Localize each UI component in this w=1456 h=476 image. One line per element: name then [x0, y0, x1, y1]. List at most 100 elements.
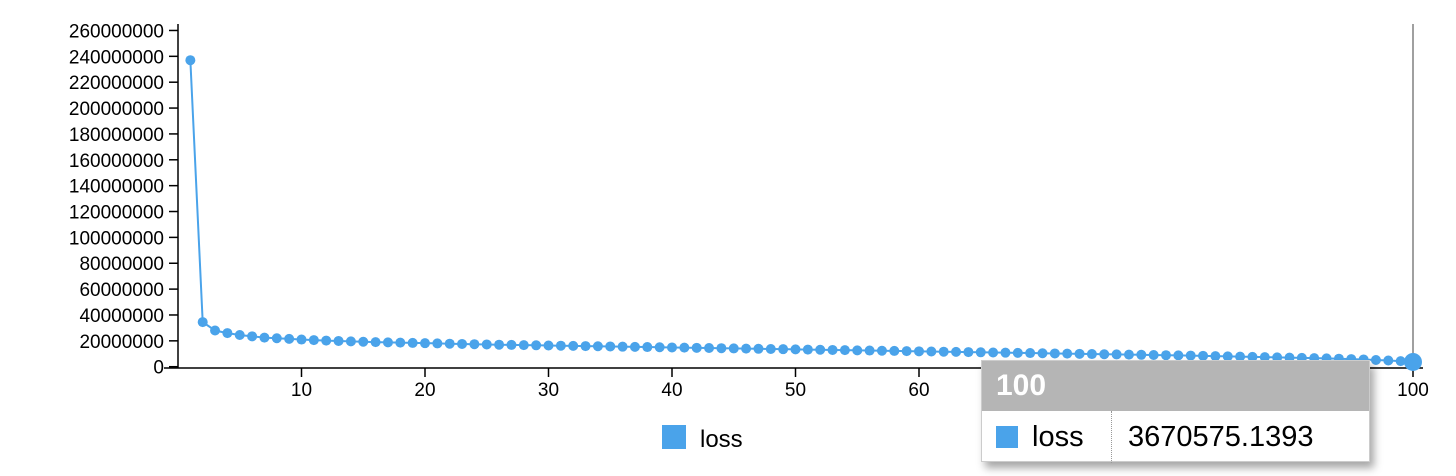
data-point[interactable]	[259, 332, 270, 343]
data-point[interactable]	[345, 336, 356, 347]
data-point[interactable]	[580, 341, 591, 352]
data-point[interactable]	[1161, 350, 1171, 361]
data-point[interactable]	[654, 342, 665, 353]
data-point[interactable]	[1383, 355, 1394, 366]
data-point[interactable]	[185, 55, 196, 66]
legend-swatch-loss[interactable]	[662, 425, 686, 449]
data-point[interactable]	[889, 345, 900, 356]
data-point[interactable]	[395, 337, 406, 348]
data-point[interactable]	[506, 339, 517, 350]
data-point[interactable]	[765, 343, 776, 354]
data-point[interactable]	[963, 347, 974, 358]
data-point[interactable]	[926, 346, 937, 357]
y-axis: 0 20000000 40000000 60000000 80000000 1000000…	[69, 21, 179, 379]
data-point[interactable]	[358, 336, 369, 347]
data-point[interactable]	[741, 343, 752, 354]
data-point[interactable]	[1185, 350, 1196, 361]
data-point[interactable]	[518, 340, 529, 351]
data-point[interactable]	[370, 337, 381, 348]
data-point[interactable]	[753, 343, 764, 354]
data-point[interactable]	[876, 345, 887, 356]
data-point[interactable]	[988, 347, 999, 358]
y-tick-label: 40000000	[79, 306, 164, 327]
data-point[interactable]	[222, 328, 233, 339]
data-point[interactable]	[1247, 351, 1258, 362]
data-point[interactable]	[1173, 350, 1184, 361]
data-point[interactable]	[839, 345, 850, 356]
data-point[interactable]	[1123, 349, 1134, 360]
data-point[interactable]	[481, 339, 492, 350]
data-point[interactable]	[1272, 352, 1283, 363]
data-point[interactable]	[605, 341, 616, 352]
data-point[interactable]	[321, 335, 332, 346]
data-point[interactable]	[333, 335, 344, 346]
data-point[interactable]	[271, 333, 282, 344]
data-point[interactable]	[1210, 351, 1221, 362]
data-point[interactable]	[1395, 356, 1406, 367]
data-point[interactable]	[914, 346, 924, 357]
data-point[interactable]	[1235, 351, 1246, 362]
data-point[interactable]	[494, 339, 505, 350]
data-point[interactable]	[716, 343, 727, 354]
data-point[interactable]	[1074, 348, 1085, 359]
data-point[interactable]	[457, 338, 468, 349]
data-point[interactable]	[531, 340, 542, 351]
data-point[interactable]	[827, 344, 838, 355]
data-point[interactable]	[1062, 348, 1073, 359]
data-point[interactable]	[197, 317, 208, 328]
data-point[interactable]	[802, 344, 813, 355]
data-point[interactable]	[938, 346, 949, 357]
legend-label-loss[interactable]: loss	[700, 426, 743, 453]
data-point[interactable]	[1037, 348, 1048, 359]
data-point[interactable]	[444, 338, 455, 349]
data-point[interactable]	[234, 330, 245, 341]
data-point[interactable]	[1198, 350, 1209, 361]
data-point[interactable]	[1222, 351, 1233, 362]
data-point[interactable]	[691, 342, 702, 353]
data-point[interactable]	[617, 341, 628, 352]
data-point[interactable]	[1099, 349, 1110, 360]
data-point[interactable]	[469, 339, 480, 350]
data-point[interactable]	[1000, 347, 1011, 358]
data-point[interactable]	[901, 346, 912, 357]
data-point[interactable]	[951, 346, 962, 357]
data-point[interactable]	[420, 338, 430, 349]
data-point[interactable]	[543, 340, 554, 351]
data-point[interactable]	[852, 345, 863, 356]
data-point[interactable]	[296, 334, 307, 345]
data-point[interactable]	[1086, 349, 1097, 360]
data-point[interactable]	[308, 335, 319, 346]
data-point[interactable]	[728, 343, 739, 354]
data-point[interactable]	[1259, 352, 1270, 363]
data-point[interactable]	[790, 344, 801, 355]
data-point[interactable]	[679, 342, 690, 353]
series-points-loss[interactable]	[185, 55, 1422, 371]
data-point[interactable]	[1049, 348, 1060, 359]
data-point[interactable]	[704, 343, 715, 354]
data-point[interactable]	[382, 337, 393, 348]
data-point[interactable]	[432, 338, 443, 349]
data-point[interactable]	[1111, 349, 1122, 360]
data-point[interactable]	[629, 341, 640, 352]
y-tick-label: 260000000	[69, 21, 164, 42]
data-point[interactable]	[592, 341, 603, 352]
data-point-hovered[interactable]	[1404, 352, 1422, 371]
data-point[interactable]	[210, 325, 221, 336]
data-point[interactable]	[642, 342, 653, 353]
data-point[interactable]	[864, 345, 875, 356]
data-point[interactable]	[667, 342, 677, 353]
data-point[interactable]	[555, 340, 566, 351]
data-point[interactable]	[1370, 354, 1381, 365]
data-point[interactable]	[778, 344, 789, 355]
data-point[interactable]	[815, 344, 826, 355]
data-point[interactable]	[975, 347, 986, 358]
data-point[interactable]	[1025, 348, 1036, 359]
data-point[interactable]	[568, 340, 579, 351]
data-point[interactable]	[284, 333, 295, 344]
data-point[interactable]	[1136, 349, 1147, 360]
legend[interactable]: loss	[662, 425, 743, 453]
data-point[interactable]	[247, 331, 258, 342]
data-point[interactable]	[1012, 347, 1023, 358]
data-point[interactable]	[1148, 350, 1159, 360]
data-point[interactable]	[407, 337, 418, 348]
